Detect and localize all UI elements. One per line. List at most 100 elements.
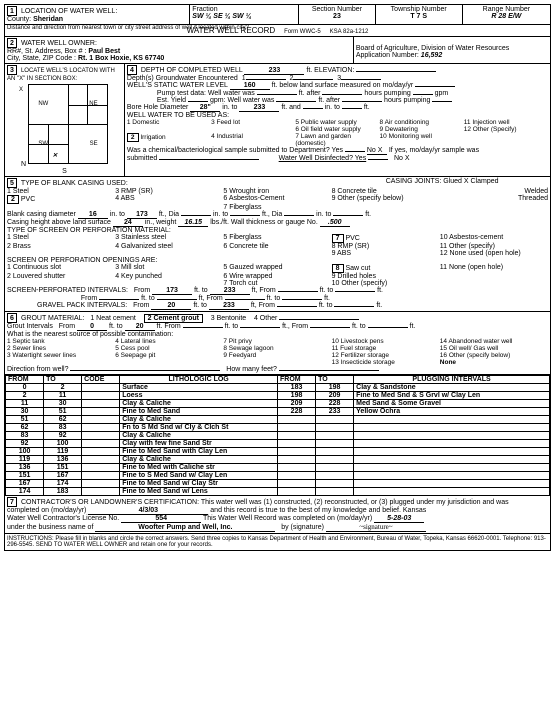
col-code: CODE — [82, 376, 120, 384]
s11: 12 None used (open hole) — [440, 250, 548, 257]
range-value: R 28 E/W — [491, 13, 521, 20]
compass-mark: ✕ — [52, 152, 57, 159]
table-row: 8392Clay & Caliche — [6, 432, 550, 440]
open-label: SCREEN OR PERFORATION OPENINGS ARE: — [7, 257, 157, 264]
dir-label: Direction from well? — [7, 366, 68, 373]
height-label: Casing height above land surface — [7, 219, 111, 226]
use-12: 12 Other (Specify) — [464, 126, 548, 133]
compass-s: S — [62, 168, 67, 175]
gi-f1: 0 — [77, 323, 107, 331]
table-row: 167174Fine to Med Sand w/ Clay Str — [6, 480, 550, 488]
g3: 3 Bentonite — [211, 315, 246, 322]
c4: 8 Concrete tile — [332, 188, 440, 195]
ksa: KSA 82a-1212 — [330, 29, 369, 35]
table-row: 6283Fn to S Md Snd w/ Cly & Clch St — [6, 424, 550, 432]
use-1: 1 Domestic — [127, 119, 211, 126]
cc3: 3 Watertight sewer lines — [7, 352, 115, 359]
table-row: 119136Clay & Caliche — [6, 456, 550, 464]
distance-label: Distance and direction from nearest town… — [7, 25, 249, 31]
cc4: 4 Lateral lines — [115, 338, 223, 345]
obox8: 8 Saw cut — [332, 264, 440, 273]
township-label: Township Number — [391, 6, 447, 13]
cc11: 11 Fuel storage — [332, 345, 440, 352]
s5: 2 Brass — [7, 243, 115, 250]
c9: 9 Other (specify below) — [332, 195, 440, 204]
township-value: T 7 S — [410, 13, 427, 20]
col-from2: FROM — [277, 376, 315, 384]
use-10: 10 Monitoring well — [380, 133, 464, 147]
c2: 3 RMP (SR) — [115, 188, 223, 195]
disinfected: Water Well Disinfected? Yes — [279, 155, 367, 162]
section-5-row: 5 TYPE OF BLANK CASING USED: CASING JOIN… — [5, 177, 550, 312]
county-label: County: — [7, 16, 31, 23]
cc16: 16 Other (specify below) — [440, 352, 548, 359]
use-8: 8 Air conditioning — [380, 119, 464, 126]
bh-to: in. to — [222, 104, 237, 111]
use-4: 4 Industrial — [211, 133, 295, 147]
form-no: Form WWC-5 — [284, 29, 321, 35]
header-row: 1 LOCATION OF WATER WELL: County: Sherid… — [5, 5, 550, 25]
footer: INSTRUCTIONS: Please fill in blanks and … — [5, 533, 550, 550]
contam-label: What is the nearest source of possible c… — [7, 331, 173, 338]
cc7: 7 Pit privy — [223, 338, 331, 345]
compass-x: X — [19, 87, 23, 93]
o3: 5 Gauzed wrapped — [223, 264, 331, 273]
addr-label: RR#, St. Address, Box # : — [7, 48, 86, 55]
section-3-num: 3 — [7, 65, 17, 75]
table-row: 92100Clay with few fine Sand Str — [6, 440, 550, 448]
o1: 1 Continuous slot — [7, 264, 115, 273]
swl-value: 160 — [230, 82, 270, 90]
section-7-row: 7 CONTRACTOR'S OR LANDOWNER'S CERTIFICAT… — [5, 496, 550, 533]
gi-t1: 20 — [125, 323, 155, 331]
section-value: 23 — [333, 13, 341, 20]
section-1-num: 1 — [7, 6, 17, 16]
table-row: 1130Clay & Caliche209228Med Sand & Some … — [6, 400, 550, 408]
use-2: 2 Irrigation — [127, 133, 211, 147]
gbox2: 2 Cement grout — [144, 314, 203, 323]
o4: 11 None (open hole) — [440, 264, 548, 273]
bh-ft: ft. and — [281, 104, 300, 111]
gauge-value: .500 — [320, 219, 350, 227]
height-value: 24 — [113, 219, 143, 227]
s6: 4 Galvanized steel — [115, 243, 223, 250]
table-row: 5162Clay & Caliche — [6, 416, 550, 424]
table-row: 3051Fine to Med Sand228233Yellow Ochra — [6, 408, 550, 416]
dis-no: No X — [394, 155, 410, 162]
col-to2: TO — [316, 376, 354, 384]
table-row: 211Loess198209Fine to Med Snd & S Grvl w… — [6, 392, 550, 400]
use-3: 3 Feed lot — [211, 119, 295, 126]
c1: 1 Steel — [7, 188, 115, 195]
table-row: 02Surface183198Clay & Sandstone — [6, 384, 550, 392]
cc9: 9 Feedyard — [223, 352, 331, 359]
section-4-num: 4 — [127, 65, 137, 75]
swl-label: WELL'S STATIC WATER LEVEL — [127, 82, 228, 89]
chem-after: If yes, mo/day/yr sample was — [389, 147, 479, 154]
c8: 6 Asbestos-Cement — [223, 195, 331, 204]
business-value: Woofter Pump and Well, Inc. — [95, 524, 275, 532]
compass-sw: SW — [38, 141, 48, 147]
cc15: 15 Oil well/ Gas well — [440, 345, 548, 352]
s5-label: TYPE OF BLANK CASING USED: — [21, 180, 128, 187]
signature: ~signature~ — [326, 523, 426, 532]
submitted: submitted — [127, 155, 157, 162]
s10: 9 ABS — [332, 250, 440, 257]
appnum-label: Application Number: — [356, 52, 419, 59]
lic-label: Water Well Contractor's License No. — [7, 515, 119, 522]
section-6-num: 6 — [7, 313, 17, 323]
range-label: Range Number — [483, 6, 530, 13]
gp-t1: 233 — [209, 302, 249, 310]
sp-label: SCREEN-PERFORATED INTERVALS: — [7, 287, 128, 294]
depth-unit: ft. ELEVATION: — [306, 67, 354, 74]
compass-nw: NW — [38, 101, 48, 107]
owner-name: Paul Best — [88, 48, 120, 55]
s9: 11 Other (specify) — [440, 243, 548, 250]
s8: 8 RMP (SR) — [332, 243, 440, 250]
sp-from: From — [134, 287, 150, 294]
cc5: 5 Cess pool — [115, 345, 223, 352]
weight-label: in., weight — [145, 219, 177, 226]
fraction-label: Fraction — [192, 6, 217, 13]
est-hours: hours pumping — [384, 97, 430, 104]
gi-label: Grout Intervals — [7, 323, 53, 330]
cc10: 10 Livestock pens — [332, 338, 440, 345]
compass-n: N — [21, 161, 26, 168]
